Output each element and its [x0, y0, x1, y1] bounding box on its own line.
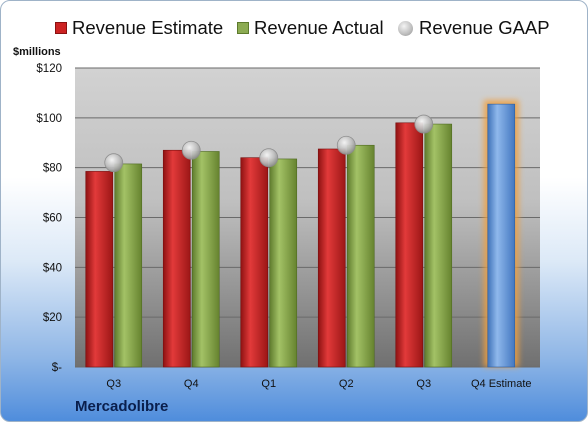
- x-tick-label: Q2: [339, 378, 354, 390]
- marker-revenue-gaap: [104, 153, 124, 173]
- bar-revenue-estimate: [395, 122, 424, 368]
- legend-label-actual: Revenue Actual: [254, 17, 384, 38]
- x-tick-label: Q3: [106, 378, 121, 390]
- marker-revenue-gaap: [259, 148, 279, 168]
- x-axis: Q3 Q4 Q1 Q2 Q3 Q4 Estimate: [106, 378, 531, 390]
- x-tick-label: Q4: [184, 378, 199, 390]
- legend-item-estimate: Revenue Estimate: [55, 17, 223, 39]
- bar-revenue-estimate: [317, 148, 346, 368]
- legend-item-gaap: Revenue GAAP: [398, 17, 550, 39]
- y-axis-unit-label: $millions: [13, 46, 61, 58]
- y-tick-label: $20: [43, 312, 62, 324]
- legend-label-estimate: Revenue Estimate: [72, 17, 224, 38]
- bar-revenue-actual: [424, 123, 453, 368]
- bar-revenue-actual: [114, 163, 143, 368]
- legend-swatch-actual: [237, 22, 249, 34]
- x-tick-label: Q3: [416, 378, 431, 390]
- y-tick-label: $-: [52, 362, 62, 374]
- legend-label-gaap: Revenue GAAP: [419, 17, 550, 38]
- x-tick-label: Q1: [261, 378, 276, 390]
- y-tick-label: $80: [43, 163, 62, 175]
- marker-revenue-gaap: [181, 140, 201, 160]
- company-name: Mercadolibre: [75, 398, 169, 415]
- gaap-markers: [104, 114, 434, 173]
- legend-swatch-estimate: [55, 22, 67, 34]
- bar-revenue-actual: [346, 144, 375, 368]
- marker-revenue-gaap: [414, 114, 434, 134]
- y-tick-label: $100: [36, 113, 62, 125]
- bar-q4-estimate: [487, 103, 516, 368]
- bar-revenue-estimate: [162, 149, 191, 368]
- legend-marker-gaap: [398, 20, 413, 36]
- bar-revenue-estimate: [85, 171, 114, 368]
- marker-revenue-gaap: [336, 135, 356, 155]
- bar-revenue-actual: [269, 158, 298, 368]
- y-tick-label: $40: [43, 262, 62, 274]
- bar-revenue-estimate: [240, 157, 269, 368]
- y-axis: $- $20 $40 $60 $80 $100 $120: [36, 63, 62, 374]
- gridlines: [75, 67, 540, 368]
- y-tick-label: $60: [43, 213, 62, 225]
- x-tick-label: Q4 Estimate: [471, 378, 532, 390]
- y-tick-label: $120: [36, 63, 62, 75]
- bar-revenue-actual: [191, 151, 220, 368]
- legend-item-actual: Revenue Actual: [237, 17, 384, 39]
- bars: [85, 100, 519, 368]
- legend: Revenue Estimate Revenue Actual Revenue …: [1, 17, 587, 41]
